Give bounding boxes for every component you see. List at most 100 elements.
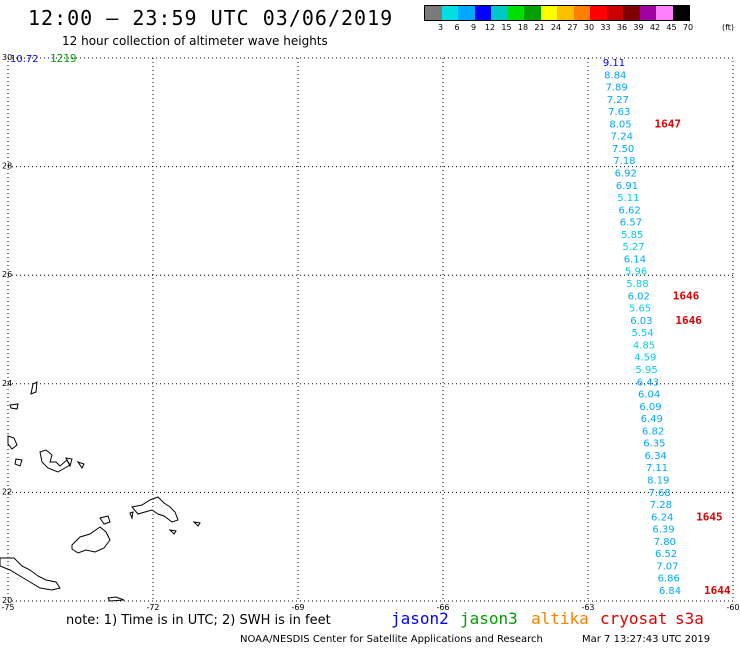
legend-jason3: jason3 [460, 609, 518, 628]
swh-value-label: 6.49 [641, 414, 663, 425]
legend-jason2: jason2 [391, 609, 449, 628]
longitude-label: -72 [146, 603, 159, 612]
color-scale-tick: 21 [534, 23, 545, 32]
swh-value-label: 6.14 [624, 254, 646, 265]
color-scale-legend: (ft) 3 6 9 12 15 18 21 24 27 30 33 36 39 42 45 70 [424, 5, 734, 39]
swh-value-label: 6.84 [659, 586, 681, 597]
swh-value-label: 8.19 [647, 475, 669, 486]
latitude-label: 22 [2, 487, 12, 496]
color-swatch [491, 6, 508, 20]
swh-value-label: 6.82 [642, 426, 664, 437]
credit-text: NOAA/NESDIS Center for Satellite Applica… [240, 634, 543, 645]
color-swatch [425, 6, 442, 20]
swh-value-label: 6.04 [638, 390, 660, 401]
time-label: 1647 [655, 117, 682, 130]
swh-value-label: 7.63 [608, 107, 630, 118]
time-label: 1219 [50, 52, 77, 65]
swh-value-label: 6.35 [643, 439, 665, 450]
swh-value-label: 7.24 [611, 132, 633, 143]
coastline [0, 381, 201, 602]
swh-value-label: 5.65 [629, 304, 651, 315]
swh-value-label: 6.86 [658, 574, 680, 585]
swh-value-label: 7.07 [656, 561, 678, 572]
swh-value-label: 7.50 [612, 144, 634, 155]
swh-value-label: 7.80 [654, 537, 676, 548]
color-swatch [458, 6, 475, 20]
swh-value-label: 6.34 [645, 451, 667, 462]
longitude-label: -63 [581, 603, 594, 612]
color-scale-tick: 33 [600, 23, 611, 32]
swh-value-label: 6.43 [637, 377, 659, 388]
color-scale-ticks: (ft) 3 6 9 12 15 18 21 24 27 30 33 36 39 42 45 70 [424, 21, 734, 35]
color-swatch [540, 6, 557, 20]
footer-note: note: 1) Time is in UTC; 2) SWH is in fe… [66, 613, 331, 628]
color-scale-tick: 42 [649, 23, 661, 32]
color-swatch [672, 6, 689, 20]
longitude-label: -75 [1, 603, 14, 612]
swh-value-label: 5.54 [632, 328, 654, 339]
swh-value-label: 5.27 [622, 242, 644, 253]
legend-altika: altika [531, 609, 589, 628]
color-scale-tick: 27 [567, 23, 578, 32]
swh-value-label: 8.05 [609, 119, 631, 130]
latitude-label: 26 [2, 270, 12, 279]
color-scale-swatches [424, 5, 690, 21]
swh-value-label: 4.59 [634, 353, 656, 364]
swh-value-label: 6.39 [652, 525, 674, 536]
legend-cryosat: cryosat [600, 609, 668, 628]
map-subtitle: 12 hour collection of altimeter wave hei… [62, 34, 328, 48]
swh-value-label: 7.28 [650, 500, 672, 511]
color-scale-tick: 70 [682, 23, 694, 32]
swh-value-label: 5.96 [625, 267, 647, 278]
latitude-label: 24 [2, 379, 12, 388]
map-grid: -75 -72 -69 -66 -63 -60 30 28 26 24 22 20 [1, 53, 739, 612]
color-scale-tick: 45 [666, 23, 677, 32]
color-swatch [606, 6, 623, 20]
swh-value-label: 7.27 [607, 95, 629, 106]
swh-value-label: 5.88 [626, 279, 648, 290]
altimeter-track: 10.72 1219 9.118.84 7.897.277.638.05 7.247.5… [10, 52, 731, 597]
color-scale-tick: 3 [437, 23, 444, 32]
swh-value-label: 6.92 [615, 169, 637, 180]
swh-value-label: 4.85 [633, 340, 655, 351]
color-scale-tick: 24 [550, 23, 562, 32]
swh-value-label: 7.18 [613, 156, 635, 167]
longitude-label: -60 [726, 603, 739, 612]
swh-value-label: 7.89 [605, 83, 627, 94]
generated-timestamp: Mar 7 13:27:43 UTC 2019 [582, 634, 711, 645]
latitude-label: 30 [2, 53, 12, 62]
color-scale-tick: 9 [470, 23, 477, 32]
time-label: 1644 [704, 584, 731, 597]
color-swatch [474, 6, 491, 20]
color-swatch [507, 6, 524, 20]
color-swatch [639, 6, 656, 20]
swh-value-label: 6.24 [651, 512, 673, 523]
latitude-label: 20 [2, 596, 12, 605]
color-swatch [557, 6, 574, 20]
color-scale-tick: 12 [484, 23, 496, 32]
swh-value-label: 6.03 [630, 316, 652, 327]
longitude-label: -66 [436, 603, 449, 612]
swh-value-label: 10.72 [10, 54, 39, 65]
time-label: 1646 [673, 289, 700, 302]
color-swatch [656, 6, 673, 20]
swh-value-label: 5.11 [617, 193, 639, 204]
time-label: 1646 [675, 314, 702, 327]
color-swatch [623, 6, 640, 20]
color-swatch [441, 6, 458, 20]
swh-value-label: 9.11 [603, 58, 625, 69]
swh-value-label: 6.02 [628, 291, 650, 302]
time-label: 1645 [696, 510, 723, 523]
swh-value-label: 7.11 [646, 463, 668, 474]
color-scale-tick: 18 [517, 23, 529, 32]
swh-value-label: 7.68 [648, 488, 670, 499]
color-swatch [590, 6, 607, 20]
legend-s3a: s3a [675, 609, 704, 628]
color-scale-tick: 30 [583, 23, 595, 32]
color-swatch [573, 6, 590, 20]
color-scale-tick: 39 [633, 23, 644, 32]
color-scale-tick: 6 [454, 23, 460, 32]
swh-value-label: 5.95 [635, 365, 657, 376]
color-scale-tick: 36 [616, 23, 628, 32]
